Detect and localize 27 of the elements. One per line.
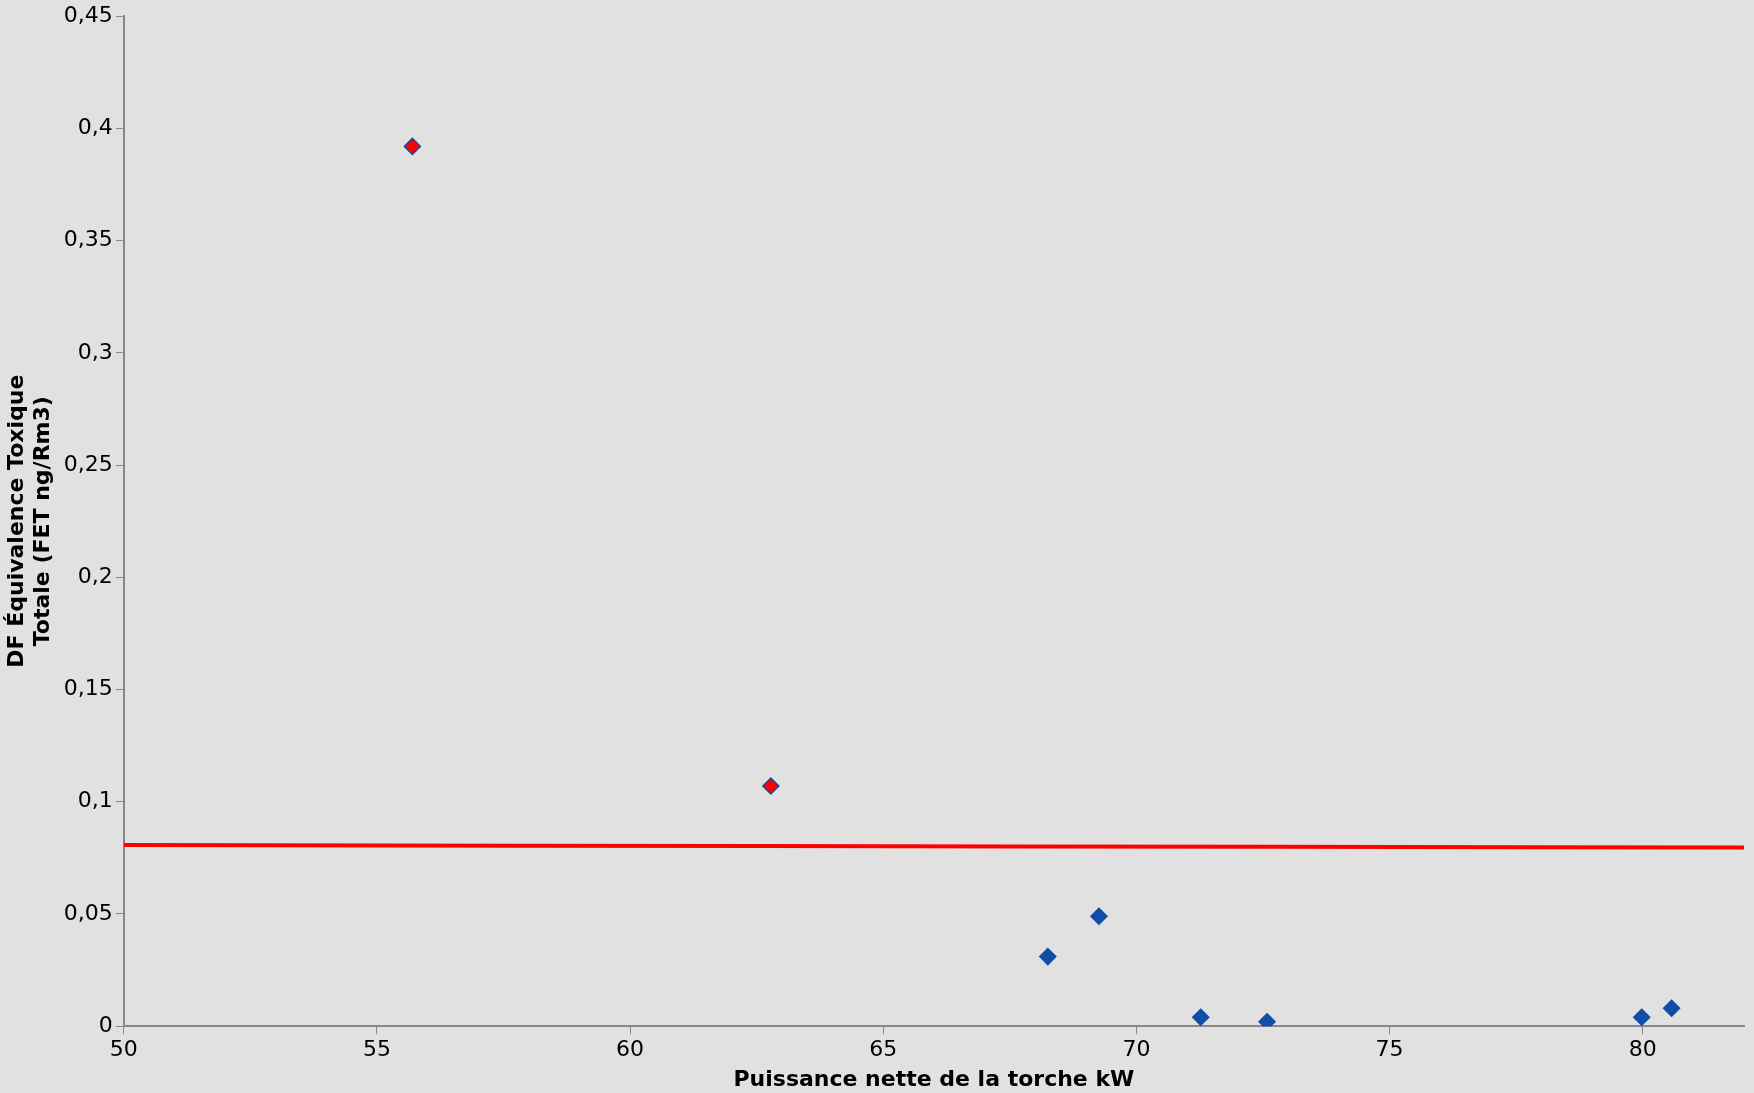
point xyxy=(1258,1012,1276,1027)
x-tick-label: 60 xyxy=(616,1036,645,1062)
y-tick-label: 0 xyxy=(98,1011,113,1037)
point xyxy=(1039,947,1057,966)
y-tick-label: 0,2 xyxy=(77,563,113,589)
point xyxy=(1191,1008,1210,1026)
x-tick-label: 70 xyxy=(1122,1036,1151,1062)
y-tick-label: 0,4 xyxy=(77,114,113,140)
y-axis-title: DF Équivalence Toxique Totale (FET ng/Rm3) xyxy=(2,374,55,668)
y-tick-label: 0,15 xyxy=(63,675,113,701)
x-axis-title: Puissance nette de la torche kW xyxy=(733,1065,1135,1091)
x-tick-label: 65 xyxy=(869,1036,898,1062)
x-tick-label: 50 xyxy=(109,1036,138,1062)
y-tick-label: 0,45 xyxy=(63,1,113,27)
y-tick-label: 0,1 xyxy=(77,787,113,813)
point xyxy=(1090,907,1108,925)
x-tick-label: 55 xyxy=(362,1036,391,1062)
x-tick-label: 80 xyxy=(1628,1036,1657,1062)
y-tick-label: 0,25 xyxy=(63,450,113,476)
x-tick-label: 75 xyxy=(1375,1036,1404,1062)
y-tick-label: 0,35 xyxy=(63,226,113,252)
point xyxy=(762,777,780,795)
y-tick-label: 0,3 xyxy=(77,338,113,364)
point xyxy=(1632,1008,1651,1026)
y-tick-label: 0,05 xyxy=(63,899,113,925)
point xyxy=(403,137,422,156)
point xyxy=(1662,999,1681,1017)
